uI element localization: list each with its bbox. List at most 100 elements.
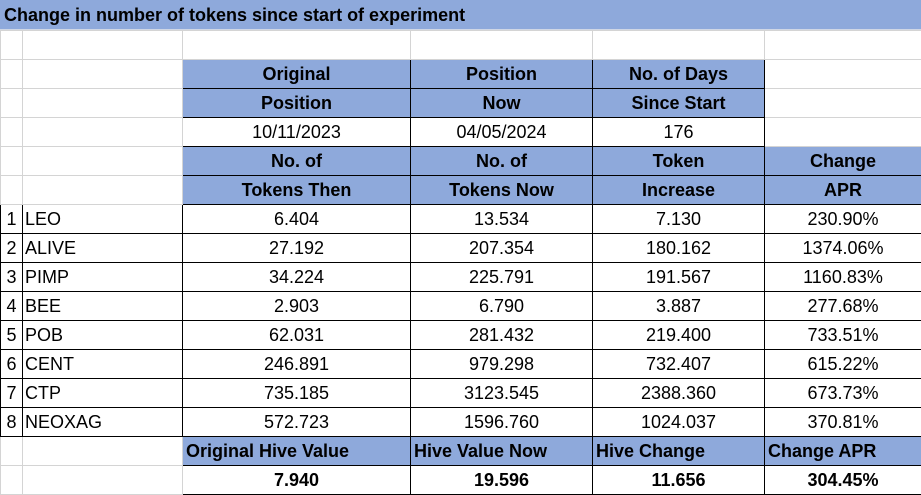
- ticker-cell[interactable]: POB: [23, 321, 183, 350]
- days-since-start-header[interactable]: No. of Days: [593, 60, 765, 89]
- cell[interactable]: [765, 31, 921, 60]
- tokens-then-cell[interactable]: 2.903: [183, 292, 411, 321]
- token-increase-cell[interactable]: 732.407: [593, 350, 765, 379]
- cell[interactable]: [23, 176, 183, 205]
- row-number-cell[interactable]: 5: [1, 321, 23, 350]
- ticker-cell[interactable]: LEO: [23, 205, 183, 234]
- tokens-then-cell[interactable]: 6.404: [183, 205, 411, 234]
- cell[interactable]: [23, 60, 183, 89]
- now-date-cell[interactable]: 04/05/2024: [411, 118, 593, 147]
- token-increase-header[interactable]: Token: [593, 147, 765, 176]
- hive-change-label[interactable]: Hive Change: [593, 437, 765, 466]
- row-number-cell[interactable]: 7: [1, 379, 23, 408]
- token-increase-cell[interactable]: 7.130: [593, 205, 765, 234]
- original-hive-value-label[interactable]: Original Hive Value: [183, 437, 411, 466]
- token-increase-cell[interactable]: 219.400: [593, 321, 765, 350]
- cell[interactable]: [1, 466, 23, 495]
- cell[interactable]: [765, 118, 921, 147]
- original-date-cell[interactable]: 10/11/2023: [183, 118, 411, 147]
- position-now-header-line2[interactable]: Now: [411, 89, 593, 118]
- change-apr-header-line2[interactable]: APR: [765, 176, 921, 205]
- tokens-then-cell[interactable]: 34.224: [183, 263, 411, 292]
- tokens-then-header[interactable]: No. of: [183, 147, 411, 176]
- tokens-now-cell[interactable]: 13.534: [411, 205, 593, 234]
- change-apr-cell[interactable]: 277.68%: [765, 292, 921, 321]
- row-number-cell[interactable]: 2: [1, 234, 23, 263]
- row-number-cell[interactable]: 4: [1, 292, 23, 321]
- change-apr-cell[interactable]: 733.51%: [765, 321, 921, 350]
- token-increase-cell[interactable]: 3.887: [593, 292, 765, 321]
- tokens-now-cell[interactable]: 281.432: [411, 321, 593, 350]
- tokens-now-header-line2[interactable]: Tokens Now: [411, 176, 593, 205]
- ticker-cell[interactable]: CTP: [23, 379, 183, 408]
- tokens-now-cell[interactable]: 225.791: [411, 263, 593, 292]
- row-number-cell[interactable]: 1: [1, 205, 23, 234]
- cell[interactable]: [411, 31, 593, 60]
- tokens-then-cell[interactable]: 246.891: [183, 350, 411, 379]
- cell[interactable]: [1, 89, 23, 118]
- ticker-cell[interactable]: BEE: [23, 292, 183, 321]
- cell[interactable]: [765, 60, 921, 89]
- tokens-now-cell[interactable]: 6.790: [411, 292, 593, 321]
- cell[interactable]: [23, 89, 183, 118]
- summary-change-apr-label[interactable]: Change APR: [765, 437, 921, 466]
- cell[interactable]: [23, 437, 183, 466]
- cell[interactable]: [1, 31, 23, 60]
- tokens-then-header-line2[interactable]: Tokens Then: [183, 176, 411, 205]
- cell[interactable]: [593, 31, 765, 60]
- token-increase-cell[interactable]: 180.162: [593, 234, 765, 263]
- tokens-now-header[interactable]: No. of: [411, 147, 593, 176]
- ticker-cell[interactable]: PIMP: [23, 263, 183, 292]
- cell[interactable]: [23, 31, 183, 60]
- row-number-cell[interactable]: 8: [1, 408, 23, 437]
- cell[interactable]: [23, 466, 183, 495]
- token-increase-header-line2[interactable]: Increase: [593, 176, 765, 205]
- ticker-cell[interactable]: NEOXAG: [23, 408, 183, 437]
- ticker-cell[interactable]: CENT: [23, 350, 183, 379]
- cell[interactable]: [1, 147, 23, 176]
- original-hive-value-value[interactable]: 7.940: [183, 466, 411, 495]
- original-position-header-line2[interactable]: Position: [183, 89, 411, 118]
- tokens-then-cell[interactable]: 572.723: [183, 408, 411, 437]
- days-cell[interactable]: 176: [593, 118, 765, 147]
- cell[interactable]: [183, 31, 411, 60]
- cell[interactable]: [1, 437, 23, 466]
- tokens-then-cell[interactable]: 62.031: [183, 321, 411, 350]
- summary-change-apr-value[interactable]: 304.45%: [765, 466, 921, 495]
- cell[interactable]: [1, 176, 23, 205]
- cell[interactable]: [1, 118, 23, 147]
- change-apr-cell[interactable]: 673.73%: [765, 379, 921, 408]
- cell[interactable]: [1, 60, 23, 89]
- tokens-then-cell[interactable]: 735.185: [183, 379, 411, 408]
- row-number-cell[interactable]: 6: [1, 350, 23, 379]
- token-increase-cell[interactable]: 191.567: [593, 263, 765, 292]
- tokens-now-cell[interactable]: 207.354: [411, 234, 593, 263]
- hive-value-now-label[interactable]: Hive Value Now: [411, 437, 593, 466]
- change-apr-cell[interactable]: 1160.83%: [765, 263, 921, 292]
- change-apr-cell[interactable]: 230.90%: [765, 205, 921, 234]
- row-number-cell[interactable]: 3: [1, 263, 23, 292]
- token-increase-cell[interactable]: 1024.037: [593, 408, 765, 437]
- tokens-now-cell[interactable]: 979.298: [411, 350, 593, 379]
- tokens-then-cell[interactable]: 27.192: [183, 234, 411, 263]
- cell[interactable]: [23, 147, 183, 176]
- title-row[interactable]: Change in number of tokens since start o…: [0, 0, 921, 30]
- tokens-now-cell[interactable]: 1596.760: [411, 408, 593, 437]
- change-apr-cell[interactable]: 1374.06%: [765, 234, 921, 263]
- empty-row: [1, 31, 921, 60]
- position-now-header[interactable]: Position: [411, 60, 593, 89]
- original-position-header[interactable]: Original: [183, 60, 411, 89]
- tokens-now-cell[interactable]: 3123.545: [411, 379, 593, 408]
- token-increase-cell[interactable]: 2388.360: [593, 379, 765, 408]
- ticker-cell[interactable]: ALIVE: [23, 234, 183, 263]
- change-apr-cell[interactable]: 370.81%: [765, 408, 921, 437]
- change-apr-cell[interactable]: 615.22%: [765, 350, 921, 379]
- hive-value-now-value[interactable]: 19.596: [411, 466, 593, 495]
- cell[interactable]: [765, 89, 921, 118]
- cell[interactable]: [23, 118, 183, 147]
- days-since-start-header-line2[interactable]: Since Start: [593, 89, 765, 118]
- change-apr-header[interactable]: Change: [765, 147, 921, 176]
- hive-change-value[interactable]: 11.656: [593, 466, 765, 495]
